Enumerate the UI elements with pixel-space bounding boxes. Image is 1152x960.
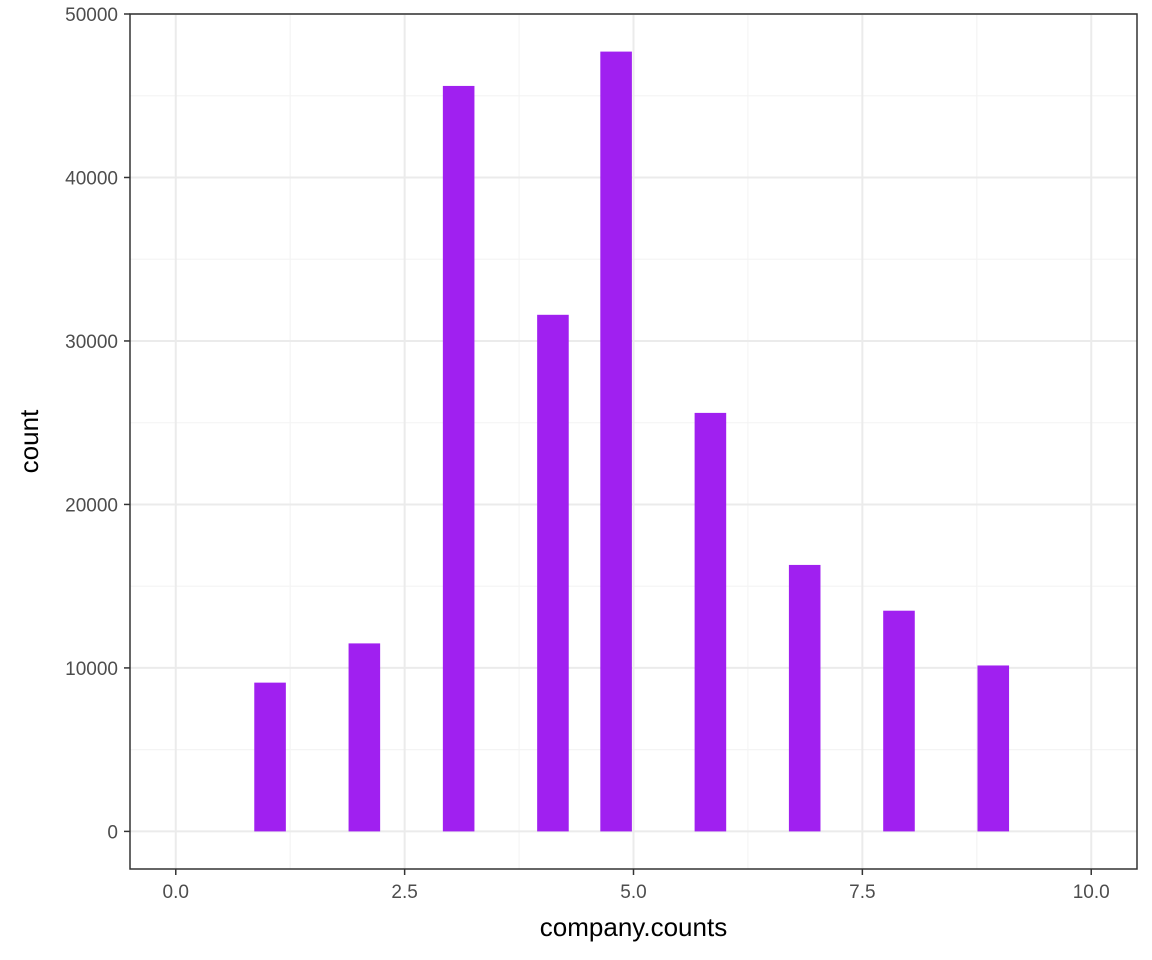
histogram-bar xyxy=(442,85,475,832)
y-tick-label: 40000 xyxy=(65,168,118,189)
histogram-bar xyxy=(600,51,632,832)
y-tick-label: 0 xyxy=(107,822,118,843)
y-tick-label: 50000 xyxy=(65,5,118,26)
x-axis: 0.0 2.5 5.0 7.5 10.0 xyxy=(163,869,1110,903)
y-axis: 0 10000 20000 30000 40000 50000 xyxy=(65,5,130,843)
histogram-bar xyxy=(537,314,569,832)
histogram-bar xyxy=(254,682,286,832)
bars xyxy=(254,51,1010,832)
histogram-bar xyxy=(883,610,915,832)
major-gridlines xyxy=(130,13,1137,869)
x-tick-label: 10.0 xyxy=(1073,882,1110,903)
x-tick-label: 2.5 xyxy=(391,882,417,903)
x-tick-label: 7.5 xyxy=(849,882,875,903)
x-axis-title: company.counts xyxy=(540,912,727,942)
x-tick-label: 5.0 xyxy=(620,882,646,903)
histogram-bar xyxy=(788,564,821,832)
histogram-bar xyxy=(694,412,727,832)
histogram-bar xyxy=(348,643,381,832)
histogram-bar xyxy=(977,665,1010,832)
y-axis-title: count xyxy=(14,409,44,473)
x-tick-label: 0.0 xyxy=(163,882,189,903)
y-tick-label: 20000 xyxy=(65,495,118,516)
y-tick-label: 30000 xyxy=(65,332,118,353)
y-tick-label: 10000 xyxy=(65,659,118,680)
